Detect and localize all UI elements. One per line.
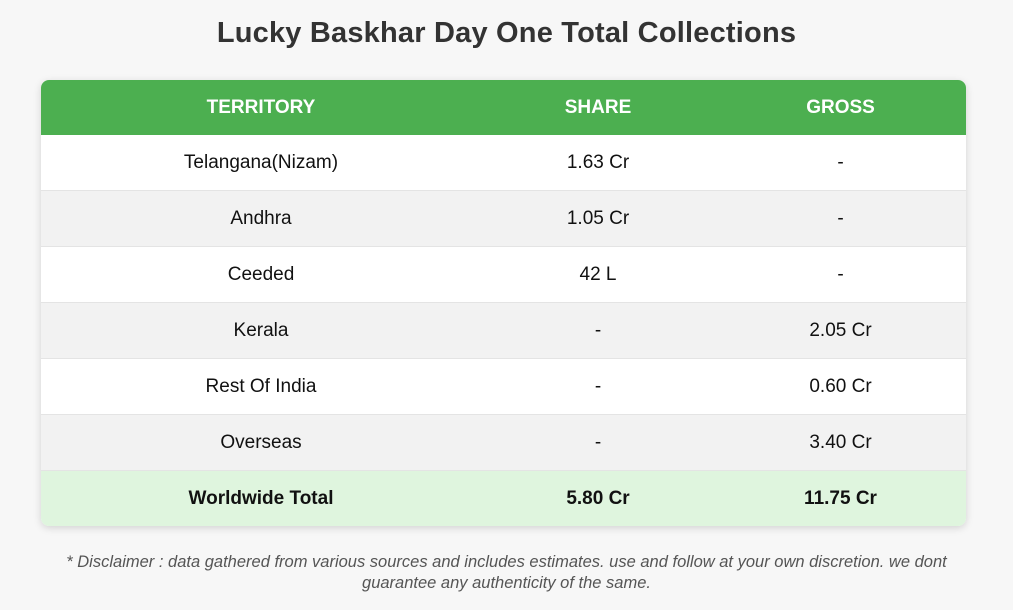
table-row: Overseas - 3.40 Cr (41, 414, 966, 471)
disclaimer-text: * Disclaimer : data gathered from variou… (66, 553, 947, 592)
gross-cell: - (715, 246, 966, 303)
share-cell: 1.05 Cr (481, 190, 715, 247)
total-row: Worldwide Total 5.80 Cr 11.75 Cr (41, 470, 966, 526)
table-row: Andhra 1.05 Cr - (41, 190, 966, 247)
total-label-cell: Worldwide Total (41, 470, 481, 526)
header-share: SHARE (481, 80, 715, 135)
table-row: Rest Of India - 0.60 Cr (41, 358, 966, 415)
share-cell: - (481, 358, 715, 415)
territory-cell: Rest Of India (41, 358, 481, 415)
territory-cell: Overseas (41, 414, 481, 471)
share-cell: - (481, 414, 715, 471)
total-gross-cell: 11.75 Cr (715, 470, 966, 526)
header-territory: TERRITORY (41, 80, 481, 135)
gross-cell: 2.05 Cr (715, 302, 966, 359)
page-title: Lucky Baskhar Day One Total Collections (216, 17, 797, 49)
share-cell: 1.63 Cr (481, 135, 715, 191)
table-header-row: TERRITORY SHARE GROSS (41, 80, 966, 135)
gross-cell: 0.60 Cr (715, 358, 966, 415)
table-row: Kerala - 2.05 Cr (41, 302, 966, 359)
territory-cell: Ceeded (41, 246, 481, 303)
share-cell: - (481, 302, 715, 359)
share-cell: 42 L (481, 246, 715, 303)
gross-cell: - (715, 190, 966, 247)
collections-table-card: TERRITORY SHARE GROSS Telangana(Nizam) 1… (41, 80, 966, 526)
table-row: Telangana(Nizam) 1.63 Cr - (41, 135, 966, 191)
total-share-cell: 5.80 Cr (481, 470, 715, 526)
header-gross: GROSS (715, 80, 966, 135)
territory-cell: Telangana(Nizam) (41, 135, 481, 191)
territory-cell: Andhra (41, 190, 481, 247)
gross-cell: 3.40 Cr (715, 414, 966, 471)
collections-table: TERRITORY SHARE GROSS Telangana(Nizam) 1… (41, 80, 966, 526)
territory-cell: Kerala (41, 302, 481, 359)
gross-cell: - (715, 135, 966, 191)
table-row: Ceeded 42 L - (41, 246, 966, 303)
